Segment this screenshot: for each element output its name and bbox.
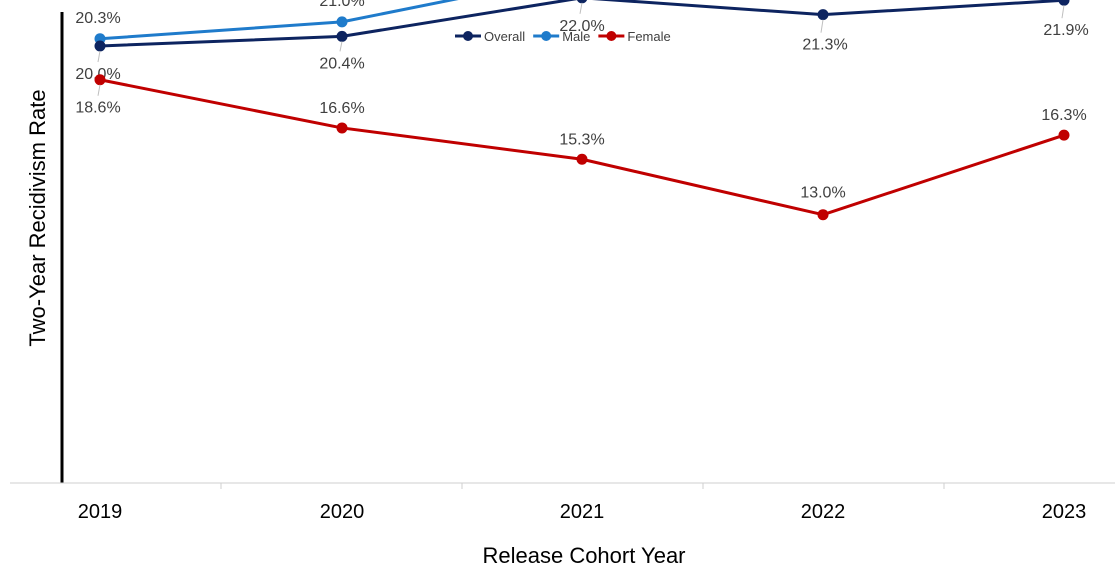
x-tick-labels: 2019 2020 2021 2022 2023 xyxy=(78,501,1087,523)
legend: Overall Male Female xyxy=(455,29,671,44)
series-group: 20.3%21.0%23.0%22.4%22.6%20.0%20.4%22.0%… xyxy=(75,0,1089,221)
label-leader xyxy=(339,41,343,52)
data-label-overall: 20.0% xyxy=(75,66,120,83)
x-axis-title: Release Cohort Year xyxy=(482,543,685,568)
data-label-overall: 20.4% xyxy=(319,55,364,72)
data-label-female: 18.6% xyxy=(75,100,120,117)
data-label-overall: 21.9% xyxy=(1043,22,1088,39)
axes-group xyxy=(10,12,1115,484)
data-label-female: 13.0% xyxy=(800,185,845,202)
data-point-female xyxy=(336,122,348,134)
data-point-female xyxy=(94,74,106,86)
data-point-overall xyxy=(94,40,106,52)
data-point-overall xyxy=(336,30,348,42)
legend-marker xyxy=(463,31,473,41)
data-point-female xyxy=(1058,129,1070,141)
legend-marker xyxy=(541,31,552,41)
legend-label: Male xyxy=(562,29,590,44)
series-male: 20.3%21.0%23.0%22.4%22.6% xyxy=(75,0,459,45)
label-leader xyxy=(1061,5,1065,19)
legend-marker xyxy=(606,31,617,41)
series-overall: 20.0% 20.4% 22.0% 21.3% 21.9% xyxy=(75,0,1089,83)
data-label-overall: 21.3% xyxy=(802,37,847,54)
data-point-female xyxy=(817,209,829,221)
data-label-overall: 22.0% xyxy=(559,18,604,35)
x-tick-marks xyxy=(220,483,945,489)
data-point-overall xyxy=(817,9,829,21)
legend-item-male: Male xyxy=(533,29,590,44)
data-label-female: 15.3% xyxy=(559,131,604,148)
data-label-male: 21.0% xyxy=(319,0,364,10)
x-tick-label: 2022 xyxy=(801,501,846,523)
series-line-male xyxy=(99,0,459,41)
x-tick-label: 2019 xyxy=(78,501,123,523)
legend-label: Overall xyxy=(484,29,525,44)
x-tick-label: 2021 xyxy=(560,501,605,523)
x-tick-label: 2020 xyxy=(320,501,365,523)
data-point-male xyxy=(336,16,348,28)
label-leader xyxy=(97,84,101,96)
legend-item-overall: Overall xyxy=(455,29,525,44)
x-tick-label: 2023 xyxy=(1042,501,1087,523)
label-leader xyxy=(820,19,824,33)
data-label-male: 20.3% xyxy=(75,10,120,27)
data-point-overall xyxy=(576,0,588,4)
legend-label: Female xyxy=(627,29,670,44)
label-leader xyxy=(97,50,101,63)
data-label-female: 16.6% xyxy=(319,100,364,117)
series-line-overall xyxy=(99,0,1065,48)
series-female: 18.6% 16.6% 15.3% 13.0% 16.3% xyxy=(75,74,1087,221)
label-leader xyxy=(579,2,583,14)
y-axis-title: Two-Year Recidivism Rate xyxy=(25,89,50,346)
data-point-female xyxy=(576,153,588,165)
data-point-overall xyxy=(1058,0,1070,6)
data-label-female: 16.3% xyxy=(1041,107,1086,124)
legend-item-female: Female xyxy=(598,29,671,44)
